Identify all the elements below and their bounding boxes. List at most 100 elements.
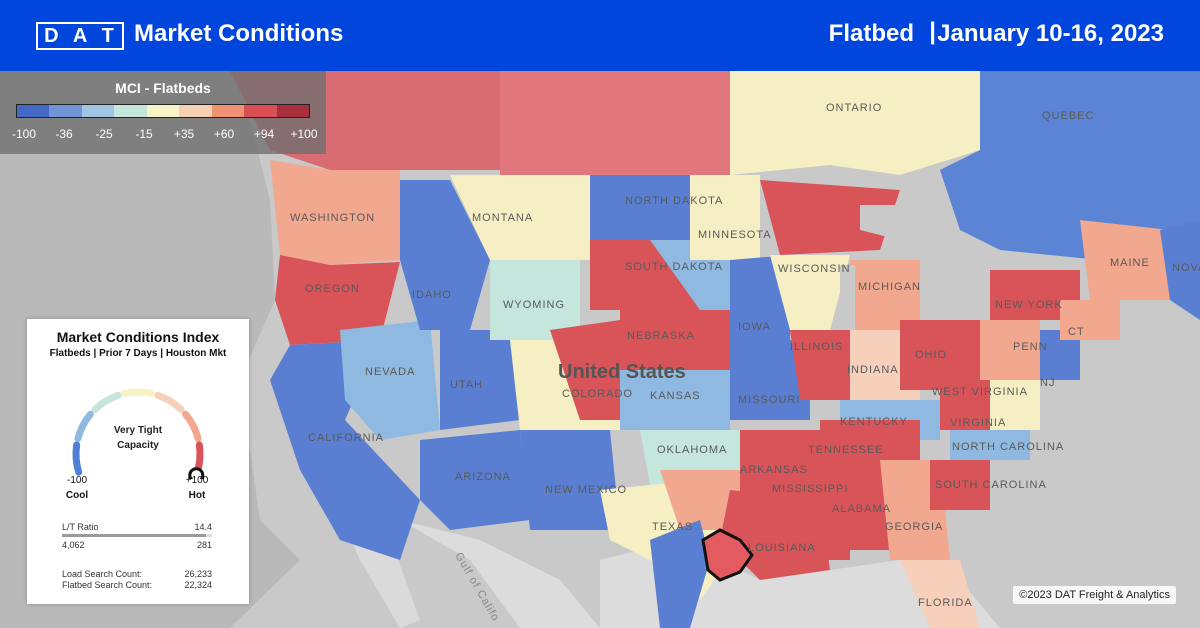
label-colorado: COLORADO [562,388,633,400]
label-california: CALIFORNIA [308,432,384,444]
houston-market-highlight [701,528,754,582]
label-south-carolina: SOUTH CAROLINA [935,479,1047,491]
label-wyoming: WYOMING [503,299,565,311]
region-kansas [620,370,730,430]
label-nebraska: NEBRASKA [627,330,695,342]
region-quebec [940,71,1200,260]
legend-tick-2: -25 [95,127,113,141]
label-florida: FLORIDA [918,597,973,609]
lake-superior [860,205,930,240]
label-nova: NOVA [1172,262,1200,274]
label-ontario: ONTARIO [826,102,882,114]
region-penn [980,320,1040,380]
legend-swatch-8 [276,105,309,117]
label-iowa: IOWA [738,321,771,333]
legend-tick-7: +100 [290,127,318,141]
label-north-carolina: NORTH CAROLINA [952,441,1064,453]
label-ohio: OHIO [915,349,947,361]
status-line-2: Capacity [117,440,159,451]
region-upper-michigan [760,180,900,255]
region-washington [270,160,400,265]
mci-gauge [72,388,205,479]
label-louisiana: LOUISIANA [748,542,816,554]
legend-swatch-2 [81,105,115,117]
region-new-york [990,270,1080,320]
label-south-dakota: SOUTH DAKOTA [625,261,723,273]
legend-tick-4: +35 [173,127,195,141]
date-range: January 10-16, 2023 [937,20,1164,47]
label-utah: UTAH [450,379,483,391]
label-kentucky: KENTUCKY [840,416,908,428]
label-new-york: NEW YORK [995,299,1063,311]
label-illinois: ILLINOIS [790,341,843,353]
region-virginia [990,380,1040,430]
load-count: 4,062 [62,540,85,550]
region-utah [440,330,520,430]
lt-ratio-value: 14.4 [194,522,212,532]
label-oklahoma: OKLAHOMA [657,444,727,456]
label-michigan: MICHIGAN [858,281,921,293]
lt-ratio-bar [62,534,212,537]
copyright-credit: ©2023 DAT Freight & Analytics [1013,586,1176,604]
label-ct: CT [1068,326,1085,338]
region-north-dakota [590,175,690,240]
label-missouri: MISSOURI [738,394,800,406]
lake-michigan [840,265,855,330]
equipment-type: Flatbed [828,20,914,47]
lake-huron [930,240,960,300]
region-arizona [420,430,530,530]
gauge-segment-1 [74,410,94,443]
region-label-group: WASHINGTON OREGON CALIFORNIA IDAHO NEVAD… [290,102,1200,624]
region-maine [1080,220,1170,300]
label-united-states: United States [558,361,686,383]
region-north-carolina [950,430,1030,460]
region-nj [1040,330,1080,380]
region-montana [450,175,600,260]
region-texas-south [650,520,710,628]
label-new-mexico: NEW MEXICO [545,484,627,496]
gauge-segment-5 [182,410,202,443]
truck-count: 281 [196,540,212,550]
label-idaho: IDAHO [412,289,452,301]
legend-tick-1: -36 [55,127,73,141]
lt-ratio-label: L/T Ratio [62,522,99,532]
region-wyoming [490,260,580,340]
page-title: Market Conditions [134,20,344,47]
label-tennessee: TENNESSEE [808,444,884,456]
gauge-segment-4 [154,391,185,414]
region-minnesota [690,175,760,260]
label-nj: NJ [1040,377,1055,389]
label-kansas: KANSAS [650,390,701,402]
region-west-virginia [940,380,990,430]
market-map: WASHINGTON OREGON CALIFORNIA IDAHO NEVAD… [0,71,1200,628]
card-subtitle: Flatbeds | Prior 7 Days | Houston Mkt [49,348,227,359]
region-south-carolina [930,460,990,510]
status-line-1: Very Tight [113,425,163,436]
region-colorado-east [550,320,640,420]
region-tennessee [820,420,920,460]
mexico-land [400,520,600,628]
region-nevada [340,320,440,440]
gauge-marker [188,467,205,479]
label-texas: TEXAS [652,521,693,533]
region-alberta [500,71,730,175]
market-conditions-card: Market Conditions Index Flatbeds | Prior… [27,319,249,604]
label-west-virginia: WEST VIRGINIA [932,386,1028,398]
label-virginia: VIRGINIA [950,417,1006,429]
gauge-min-label: Cool [65,490,89,501]
dat-logo: D A T [36,22,124,50]
region-florida [900,560,980,628]
logo-letter-a: A [72,24,90,47]
legend-color-bar [16,104,310,118]
region-iowa [730,255,790,340]
legend-swatch-4 [146,105,180,117]
region-ontario [730,71,980,175]
region-new-mexico [520,430,620,530]
region-missouri [730,340,810,420]
legend-tick-0: -100 [11,127,37,141]
label-washington: WASHINGTON [290,212,375,224]
region-california [270,340,420,560]
label-montana: MONTANA [472,212,533,224]
legend-title: MCI - Flatbeds [115,80,211,96]
gauge-segment-2 [91,391,122,414]
